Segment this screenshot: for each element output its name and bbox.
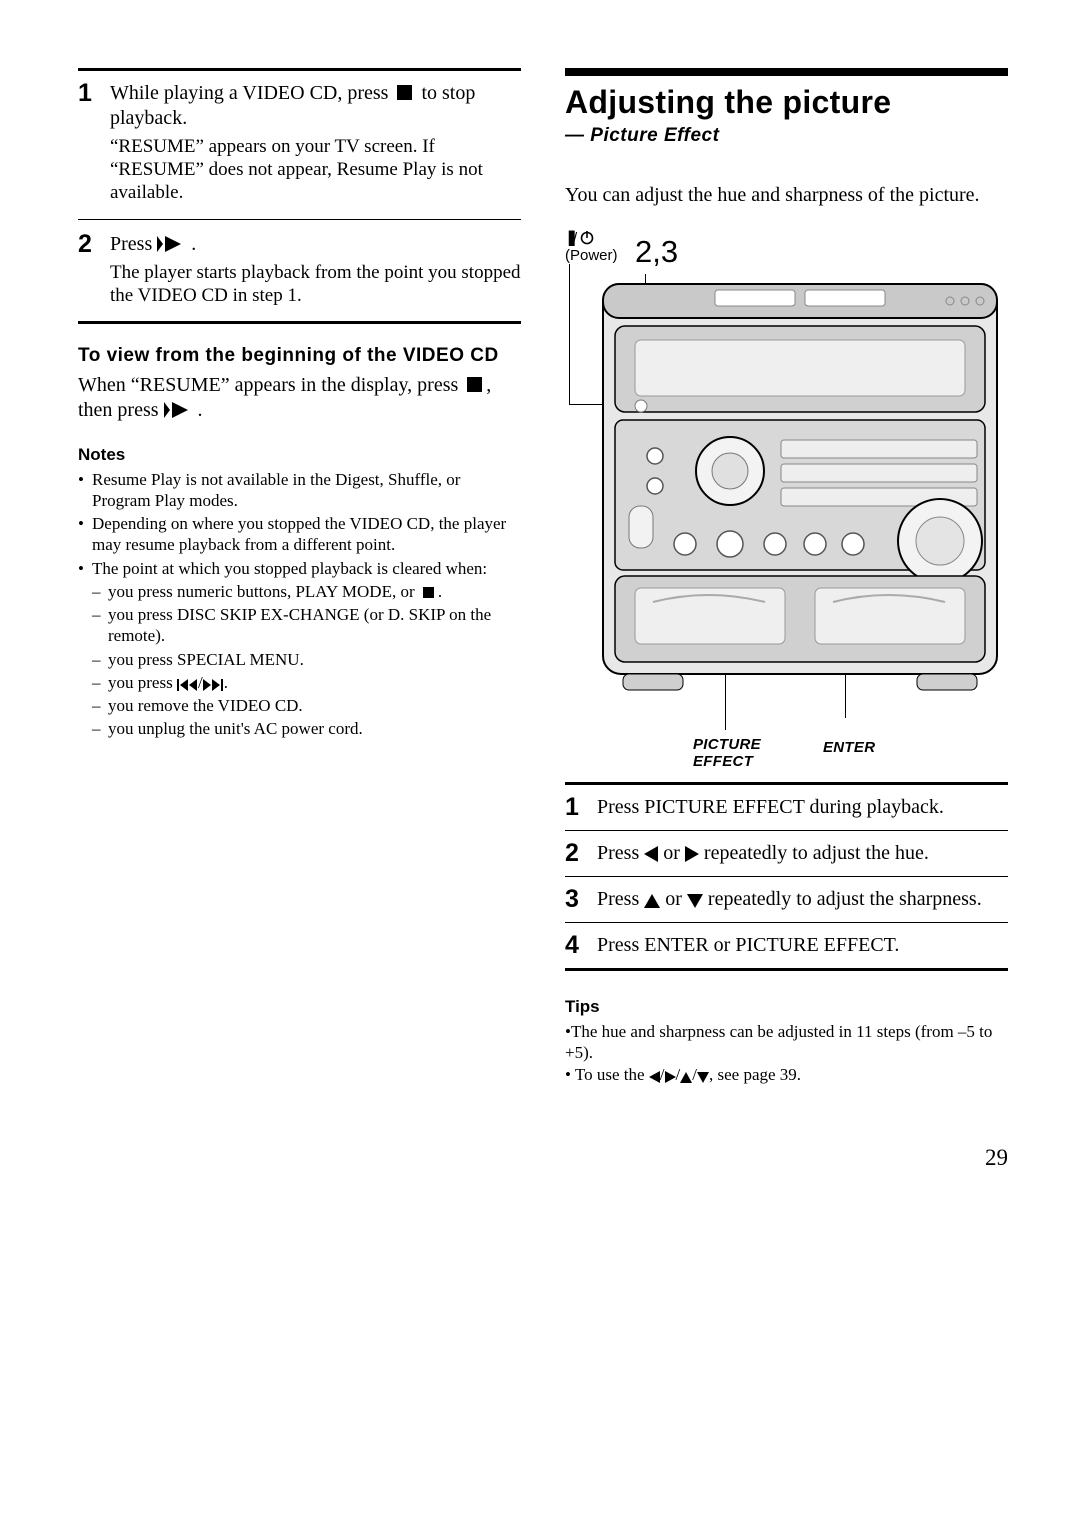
stop-icon (423, 587, 434, 598)
picture-effect-label: PICTUREEFFECT (693, 736, 761, 771)
note-item: Depending on where you stopped the VIDEO… (92, 513, 521, 556)
step3-c: repeatedly to adjust the sharpness. (703, 888, 982, 910)
right-step-3: 3 Press or repeatedly to adjust the shar… (565, 877, 1008, 923)
section-subtitle: — Picture Effect (565, 125, 1008, 147)
dash-item: you press SPECIAL MENU. (108, 649, 304, 670)
enter-label: ENTER (823, 739, 875, 756)
step-text: Press ENTER or PICTURE EFFECT. (597, 933, 1008, 958)
left-step-2: 2 Press . The player starts playback fro… (78, 232, 521, 324)
tip2-a: To use the (575, 1065, 649, 1084)
step-number: 2 (565, 841, 587, 866)
right-step-1: 1 Press PICTURE EFFECT during playback. (565, 785, 1008, 831)
dash-item: you unplug the unit's AC power cord. (108, 718, 363, 739)
device-illustration (595, 276, 1005, 701)
step-number: 2 (78, 232, 100, 307)
right-step-2: 2 Press or repeatedly to adjust the hue. (565, 831, 1008, 877)
step2-a: Press (597, 842, 644, 864)
section-top-bar (565, 68, 1008, 76)
step-text: Press PICTURE EFFECT during playback. (597, 795, 1008, 820)
leader-line (569, 264, 570, 404)
dash-item-b: . (438, 582, 442, 601)
subtext-a: When “RESUME” appears in the display, pr… (78, 374, 463, 396)
dash-item-a: you press numeric buttons, PLAY MODE, or (108, 582, 419, 601)
step2-lead-a: Press (110, 233, 157, 255)
step3-a: Press (597, 888, 644, 910)
notes-list: •Resume Play is not available in the Dig… (78, 469, 521, 740)
right-step-4: 4 Press ENTER or PICTURE EFFECT. (565, 923, 1008, 971)
dash-item: you remove the VIDEO CD. (108, 695, 303, 716)
left-column: 1 While playing a VIDEO CD, press to sto… (78, 68, 521, 1171)
step-number: 1 (565, 795, 587, 820)
step2-b: or (658, 842, 685, 864)
power-label-text: (Power) (565, 247, 618, 264)
prev-track-icon (177, 673, 198, 692)
step3-b: or (660, 888, 687, 910)
right-arrow-icon (685, 842, 699, 864)
note-item: Resume Play is not available in the Dige… (92, 469, 521, 512)
dash-item-c: . (224, 673, 228, 692)
device-diagram: ❚ / (Power) 2,3 (565, 230, 1008, 770)
stop-icon (467, 377, 482, 392)
subsection-heading: To view from the beginning of the VIDEO … (78, 344, 521, 369)
step-number: 1 (78, 81, 100, 205)
power-icon: ❚ / (565, 230, 595, 247)
step1-detail: “RESUME” appears on your TV screen. If “… (110, 135, 521, 205)
play-arrow-with-bar-icon (164, 399, 198, 421)
dash-item-a: you press (108, 673, 177, 692)
right-column: Adjusting the picture — Picture Effect Y… (565, 68, 1008, 1171)
step1-lead-a: While playing a VIDEO CD, press (110, 82, 393, 104)
step2-detail: The player starts playback from the poin… (110, 261, 521, 307)
power-label: ❚ / (Power) (565, 230, 618, 265)
tip2-e: , see page 39. (709, 1065, 801, 1084)
intro-text: You can adjust the hue and sharpness of … (565, 183, 1008, 208)
stop-icon (397, 85, 412, 100)
tips-list: •The hue and sharpness can be adjusted i… (565, 1021, 1008, 1085)
notes-heading: Notes (78, 445, 521, 465)
tips-heading: Tips (565, 997, 1008, 1017)
right-arrow-icon (665, 1065, 676, 1084)
subsection-text: When “RESUME” appears in the display, pr… (78, 373, 521, 423)
tip-item: The hue and sharpness can be adjusted in… (565, 1022, 992, 1062)
step-number: 3 (565, 887, 587, 912)
left-arrow-icon (644, 842, 658, 864)
step-number: 4 (565, 933, 587, 958)
down-arrow-icon (687, 888, 703, 910)
step2-c: repeatedly to adjust the hue. (699, 842, 929, 864)
step2-lead-b: . (191, 233, 196, 255)
right-steps: 1 Press PICTURE EFFECT during playback. … (565, 782, 1008, 971)
up-arrow-icon (680, 1065, 692, 1084)
section-title: Adjusting the picture (565, 84, 1008, 121)
dash-item: you press DISC SKIP EX-CHANGE (or D. SKI… (108, 604, 521, 647)
left-arrow-icon (649, 1065, 660, 1084)
page-number: 29 (565, 1145, 1008, 1171)
diagram-callout-numbers: 2,3 (635, 234, 678, 270)
left-step-1: 1 While playing a VIDEO CD, press to sto… (78, 81, 521, 220)
note-item: The point at which you stopped playback … (92, 558, 487, 579)
up-arrow-icon (644, 888, 660, 910)
play-arrow-with-bar-icon (157, 233, 191, 255)
subtext-c: . (198, 399, 203, 421)
next-track-icon (203, 673, 224, 692)
down-arrow-icon (697, 1065, 709, 1084)
